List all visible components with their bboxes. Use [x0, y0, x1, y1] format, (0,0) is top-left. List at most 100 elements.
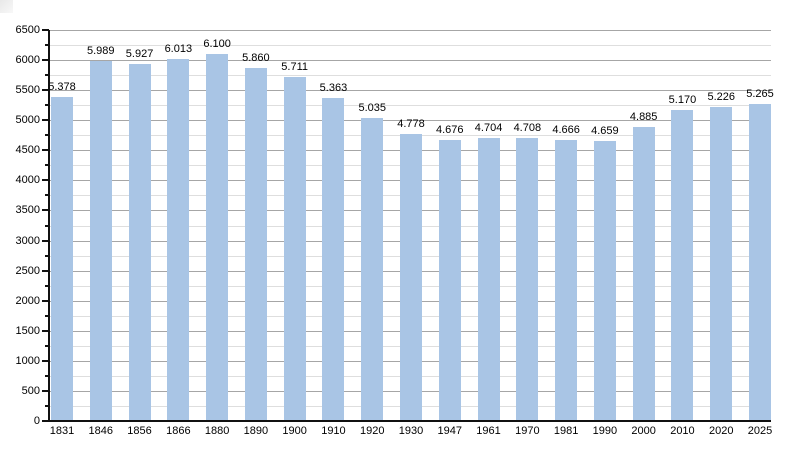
y-axis-tick-label: 6500 [15, 24, 40, 36]
y-minor-tick [45, 284, 49, 287]
y-minor-tick [45, 104, 49, 107]
bar-value-label: 5.035 [358, 102, 386, 115]
y-major-tick [42, 149, 49, 152]
x-axis-tick-label: 1981 [553, 425, 579, 437]
y-minor-tick [45, 314, 49, 317]
major-gridline [49, 30, 771, 31]
y-major-tick [42, 389, 49, 392]
bar-value-label: 4.778 [397, 117, 425, 130]
bar-value-label: 6.100 [203, 38, 231, 51]
y-minor-tick [45, 254, 49, 257]
minor-gridline [49, 105, 771, 107]
y-major-tick [42, 29, 49, 31]
y-major-tick [42, 299, 49, 302]
screenshot-corner-artifact [0, 0, 13, 13]
y-axis-tick-label: 5000 [15, 114, 40, 127]
y-minor-tick [45, 344, 49, 347]
bar-value-label: 5.989 [87, 44, 115, 57]
bar-value-label: 5.860 [242, 52, 270, 65]
bar [89, 60, 112, 421]
bar [283, 77, 306, 421]
x-axis-tick-label: 2010 [670, 425, 695, 437]
x-axis-tick-label: 1970 [515, 425, 540, 437]
bar [361, 118, 384, 421]
y-major-tick [42, 209, 49, 212]
x-axis-tick-label: 1856 [127, 425, 152, 437]
bar [516, 137, 539, 421]
bar [244, 68, 267, 421]
bar [206, 54, 229, 421]
y-axis-tick-label: 4000 [15, 174, 40, 187]
bar-value-label: 5.265 [746, 88, 774, 101]
y-axis-tick-label: 4500 [15, 144, 40, 157]
bar-value-label: 5.378 [48, 81, 76, 94]
bar-value-label: 5.711 [281, 61, 309, 74]
y-axis-line [48, 30, 50, 421]
x-axis-tick-label: 1866 [166, 425, 191, 437]
y-axis-tick-label: 2500 [15, 264, 40, 277]
y-axis-tick-label: 3500 [15, 204, 40, 217]
bar-value-label: 5.363 [319, 82, 348, 95]
major-gridline [49, 120, 771, 122]
x-axis-tick-label: 1961 [476, 425, 501, 437]
y-minor-tick [45, 164, 49, 167]
x-axis-tick-label: 1930 [398, 425, 424, 437]
y-axis-tick-label: 6000 [15, 54, 40, 67]
y-axis-tick-label: 1500 [15, 324, 40, 337]
x-axis-tick-label: 1920 [359, 425, 385, 437]
y-major-tick [42, 179, 49, 182]
y-axis-tick-label: 2000 [15, 294, 40, 307]
y-major-tick [42, 59, 49, 62]
y-minor-tick [45, 224, 49, 227]
minor-gridline [49, 75, 771, 77]
y-major-tick [42, 420, 49, 422]
y-major-tick [42, 119, 49, 122]
x-axis-tick-label: 1880 [204, 425, 230, 437]
y-major-tick [42, 89, 49, 92]
y-axis-tick-label: 5500 [15, 84, 40, 97]
bar-value-label: 4.708 [513, 121, 542, 134]
x-axis-tick-label: 1910 [321, 425, 346, 437]
bar-value-label: 4.885 [629, 111, 658, 124]
bar-value-label: 5.927 [125, 48, 154, 61]
x-axis-tick-label: 2025 [747, 425, 773, 437]
y-minor-tick [45, 404, 49, 407]
x-axis-tick-label: 1990 [592, 425, 618, 437]
x-axis-tick-label: 1890 [243, 425, 269, 437]
y-minor-tick [45, 194, 49, 197]
y-minor-tick [45, 74, 49, 77]
bar [128, 64, 151, 421]
bar [555, 140, 578, 421]
minor-gridline [49, 45, 771, 47]
y-axis-tick-label: 500 [21, 384, 40, 397]
bar [749, 104, 771, 421]
y-minor-tick [45, 374, 49, 377]
x-axis-tick-label: 1846 [88, 425, 114, 437]
bar-value-label: 4.704 [474, 122, 503, 135]
bar [322, 98, 345, 421]
y-minor-tick [45, 134, 49, 137]
y-axis-tick-label: 3000 [15, 234, 40, 247]
y-major-tick [42, 359, 49, 362]
bar [438, 139, 461, 421]
bar-value-label: 5.170 [668, 94, 697, 106]
x-axis-tick-label: 2020 [708, 425, 734, 437]
bar-value-label: 4.659 [591, 124, 619, 137]
y-axis-tick-label: 1000 [15, 354, 40, 367]
x-axis-tick-label: 1947 [437, 425, 463, 437]
bar [400, 133, 422, 421]
bar-value-label: 5.226 [707, 90, 735, 103]
bar [671, 110, 694, 421]
bar [51, 97, 73, 421]
x-axis-line [48, 420, 771, 422]
x-axis-tick-label: 1900 [282, 425, 307, 437]
bar [167, 59, 190, 421]
bar-value-label: 6.013 [164, 43, 193, 56]
y-major-tick [42, 239, 49, 242]
bar [710, 106, 733, 421]
bar [477, 138, 500, 421]
y-major-tick [42, 329, 49, 332]
x-axis-tick-label: 2000 [631, 425, 656, 437]
bar [632, 127, 655, 421]
